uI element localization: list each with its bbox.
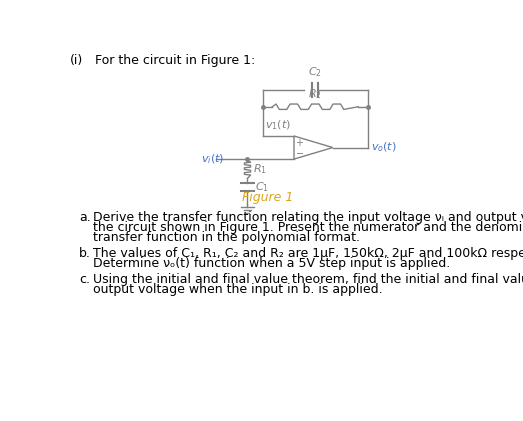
Text: Figure 1: Figure 1	[242, 191, 293, 204]
Text: transfer function in the polynomial format.: transfer function in the polynomial form…	[93, 231, 360, 244]
Text: (i): (i)	[70, 54, 83, 67]
Text: Derive the transfer function relating the input voltage νᵢ and output voltage νₒ: Derive the transfer function relating th…	[93, 210, 523, 224]
Text: $v_i(t)$: $v_i(t)$	[201, 152, 224, 166]
Text: c.: c.	[79, 273, 90, 286]
Text: The values of C₁, R₁, C₂ and R₂ are 1μF, 150kΩ, 2μF and 100kΩ respectively.: The values of C₁, R₁, C₂ and R₂ are 1μF,…	[93, 247, 523, 260]
Text: $+$: $+$	[295, 137, 304, 148]
Text: $-$: $-$	[295, 147, 304, 157]
Text: the circuit shown in Figure 1. Present the numerator and the denominator of the: the circuit shown in Figure 1. Present t…	[93, 221, 523, 234]
Text: $C_1$: $C_1$	[255, 180, 269, 194]
Text: a.: a.	[79, 210, 91, 224]
Text: Using the initial and final value theorem, find the initial and final value of t: Using the initial and final value theore…	[93, 273, 523, 286]
Text: $R_2$: $R_2$	[309, 87, 322, 101]
Text: $R_1$: $R_1$	[253, 162, 267, 176]
Text: $C_2$: $C_2$	[309, 65, 322, 79]
Text: Determine νₒ(t) function when a 5V step input is applied.: Determine νₒ(t) function when a 5V step …	[93, 257, 450, 270]
Text: b.: b.	[79, 247, 91, 260]
Text: output voltage when the input in b. is applied.: output voltage when the input in b. is a…	[93, 283, 383, 296]
Text: For the circuit in Figure 1:: For the circuit in Figure 1:	[95, 54, 255, 67]
Text: $v_1(t)$: $v_1(t)$	[265, 119, 291, 132]
Text: $v_o(t)$: $v_o(t)$	[371, 141, 396, 155]
